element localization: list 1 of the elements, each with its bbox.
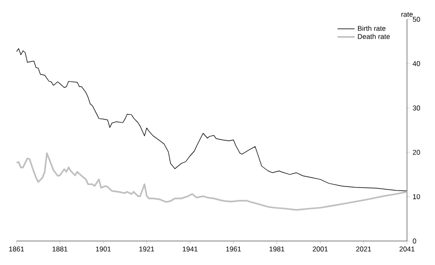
line-series: [16, 152, 408, 211]
